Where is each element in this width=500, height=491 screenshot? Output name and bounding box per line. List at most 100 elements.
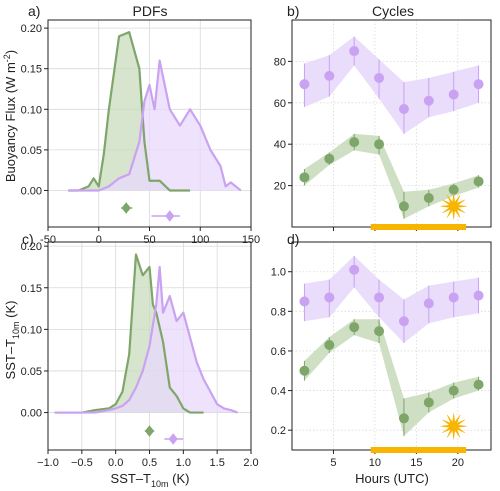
panel-a-title: PDFs xyxy=(133,3,168,19)
panel-a-ytick-label-2: 0.10 xyxy=(21,104,42,116)
panel-d-series-1-point-6 xyxy=(448,385,459,396)
panel-b-ytick-label-3: 80 xyxy=(274,56,286,68)
panel-b-series-1-point-5 xyxy=(423,193,434,204)
panel-d-xtick-label-2: 15 xyxy=(410,457,422,469)
panel-b-label: b) xyxy=(287,3,299,19)
panel-d-series-1-point-1 xyxy=(324,340,335,351)
panel-a-series-0-line xyxy=(68,31,191,192)
panel-d-series-0-point-6 xyxy=(448,292,459,303)
panel-a-ytick-label-0: 0.00 xyxy=(21,185,42,197)
panel-d-sun-icon xyxy=(440,413,467,440)
panel-a-series-1-area xyxy=(68,60,241,191)
panel-a-ylabel-end: ) xyxy=(3,50,18,54)
panel-d-series-0-point-7 xyxy=(473,290,484,301)
panel-b-series-0-point-7 xyxy=(473,79,484,90)
panel-d-series-0-point-5 xyxy=(423,298,434,309)
panel-b-frame xyxy=(291,19,492,228)
panel-d-series-1-point-7 xyxy=(473,379,484,390)
panel-d-xtick-label-0: 5 xyxy=(330,457,336,469)
panel-a-label: a) xyxy=(28,3,40,19)
panel-b-series-1-point-7 xyxy=(473,176,484,187)
panel-c-ylabel-main: SST–T xyxy=(3,339,18,380)
panel-b-ytick-label-1: 40 xyxy=(274,139,286,151)
panel-b-series-0-point-1 xyxy=(324,70,335,81)
panel-b-series-1-band xyxy=(304,133,479,219)
panel-c-xtick-label-0: −1.0 xyxy=(37,457,59,469)
panel-b-ytick-label-2: 60 xyxy=(274,98,286,110)
panel-c-series-1-mean-marker xyxy=(168,433,178,445)
panel-c-xtick-label-2: 0.0 xyxy=(108,457,123,469)
panel-b-series-1-point-6 xyxy=(448,184,459,195)
panel-c-ytick-label-1: 0.05 xyxy=(21,366,42,378)
panel-b: 20 40 60 80 xyxy=(274,19,492,231)
panel-c-xtick-label-4: 1.0 xyxy=(176,457,191,469)
panel-c-ylabel-end: (K) xyxy=(3,301,18,322)
panel-b-series-0-point-6 xyxy=(448,89,459,100)
panel-d-series-1-point-3 xyxy=(374,326,385,337)
panel-c-ytick-label-0: 0.00 xyxy=(21,408,42,420)
panel-d-xlabel: Hours (UTC) xyxy=(355,471,429,486)
panel-b-series-0-point-4 xyxy=(398,104,409,115)
panel-d-label: d) xyxy=(287,231,299,247)
panel-c-xtick-label-5: 1.5 xyxy=(210,457,225,469)
panel-a-ytick-label-3: 0.15 xyxy=(21,64,42,76)
panel-b-series-0-point-5 xyxy=(423,95,434,106)
panel-d-series-0-band xyxy=(304,255,479,344)
panel-b-ytick-label-0: 20 xyxy=(274,181,286,193)
panel-a-ytick-label-1: 0.05 xyxy=(21,145,42,157)
panel-b-series-0-point-2 xyxy=(349,46,360,57)
panel-d-ytick-label-1: 0.4 xyxy=(271,386,286,398)
panel-c-xlabel-sub: 10m xyxy=(151,479,169,489)
panel-c-xlabel-end: (K) xyxy=(169,471,190,486)
panel-a-xtick-label-0: -50 xyxy=(40,234,56,246)
panel-a-series-0-area xyxy=(68,32,191,191)
panel-c-ylabel-sub: 10m xyxy=(11,321,21,339)
panel-d-series-0-point-4 xyxy=(398,316,409,327)
panel-c-xlabel: SST–T10m (K) xyxy=(111,471,190,489)
panel-a-xtick-label-1: 0 xyxy=(96,234,102,246)
panel-c-series-0-mean-marker xyxy=(144,425,155,437)
panel-c-series-1-line xyxy=(54,265,238,414)
panel-a-xtick-label-2: 50 xyxy=(143,234,155,246)
panel-b-title: Cycles xyxy=(372,3,414,19)
panel-a: 0.00 0.05 0.10 0.15 0.20 -50 0 50 100 150 xyxy=(21,19,260,246)
panel-c-label: c) xyxy=(22,231,34,247)
panel-d-series-0-point-0 xyxy=(299,296,310,307)
panel-d-series-1-point-0 xyxy=(299,365,310,376)
panel-c-ytick-label-3: 0.15 xyxy=(21,283,42,295)
panel-b-series-1-point-1 xyxy=(324,153,335,164)
panel-d-series-0-point-2 xyxy=(349,264,360,275)
panel-d-xtick-label-1: 10 xyxy=(369,457,381,469)
panel-d-ytick-label-2: 0.6 xyxy=(271,346,286,358)
panel-d-xtick-label-3: 20 xyxy=(452,457,464,469)
panel-c-ytick-label-4: 0.20 xyxy=(21,241,42,253)
panel-a-ylabel-sup: -2 xyxy=(2,54,12,62)
panel-d-series-0-point-1 xyxy=(324,292,335,303)
panel-c-xtick-label-6: 2.0 xyxy=(243,457,258,469)
panel-a-ylabel-main: Buoyancy Flux (W m xyxy=(3,62,18,182)
panel-b-series-0-point-3 xyxy=(374,72,385,83)
panel-b-sun-icon xyxy=(440,193,467,220)
panel-d-ytick-label-3: 0.8 xyxy=(271,306,286,318)
panel-b-series-0-point-0 xyxy=(299,79,310,90)
panel-a-series-0-mean-marker xyxy=(121,202,131,214)
panel-a-xtick-label-4: 150 xyxy=(242,234,260,246)
panel-d-ytick-label-0: 0.2 xyxy=(271,425,286,437)
panel-a-series-1-line xyxy=(68,59,242,192)
panel-b-series-1-point-0 xyxy=(299,172,310,183)
panel-a-ytick-label-4: 0.20 xyxy=(21,23,42,35)
panel-d-series-1-point-2 xyxy=(349,322,360,333)
panel-b-series-1-point-4 xyxy=(398,201,409,212)
panel-c-ylabel: SST–T10m (K) xyxy=(3,301,21,380)
panel-c-xlabel-main: SST–T xyxy=(111,471,152,486)
panel-b-series-1-point-3 xyxy=(374,139,385,150)
panel-a-xtick-label-3: 100 xyxy=(191,234,209,246)
panel-d-series-0-point-3 xyxy=(374,292,385,303)
panel-d-series-1-point-5 xyxy=(423,397,434,408)
panel-d: 0.2 0.4 0.6 0.8 1.0 5 10 15 20 xyxy=(271,241,492,469)
panel-b-series-0-band xyxy=(304,36,479,134)
panel-d-series-1-band xyxy=(304,319,479,437)
panel-c-ytick-label-2: 0.10 xyxy=(21,324,42,336)
panel-d-ytick-label-4: 1.0 xyxy=(271,267,286,279)
